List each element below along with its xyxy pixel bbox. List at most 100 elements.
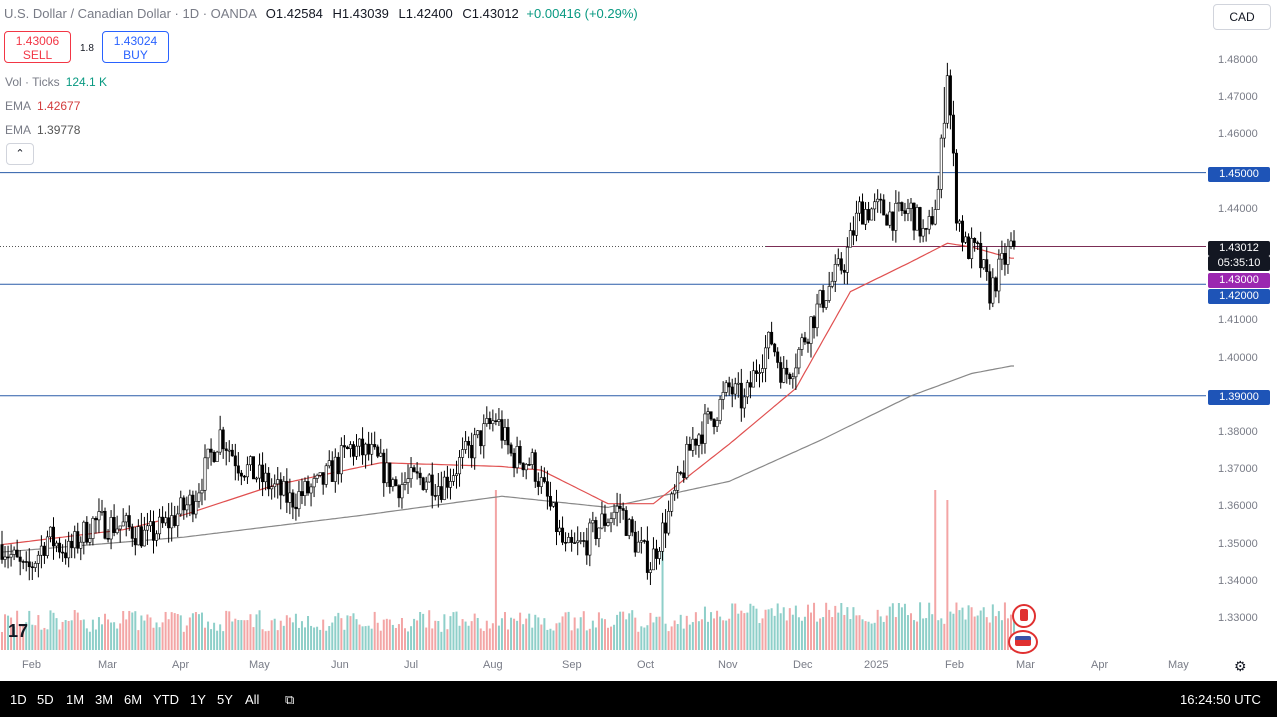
candle-body [573, 542, 577, 544]
volume-bar [361, 626, 364, 650]
candle-body [567, 537, 571, 544]
candle-body [782, 367, 786, 383]
candle-body [55, 542, 59, 547]
volume-bar [364, 626, 367, 650]
volume-bar [240, 620, 243, 650]
canada-flag-icon[interactable] [1012, 604, 1036, 628]
candle-body [324, 465, 328, 485]
candle-body [585, 540, 589, 556]
timeframe-ytd[interactable]: YTD [153, 692, 179, 707]
volume-bar [516, 620, 519, 650]
last-price-tag: 1.43012 [1208, 241, 1270, 256]
candle-body [200, 489, 204, 494]
candle-body [627, 519, 631, 536]
candle-body [661, 522, 665, 552]
volume-bar [413, 618, 416, 650]
volume-bar [579, 617, 582, 650]
candle-body [597, 527, 601, 540]
candle-body [658, 550, 662, 559]
volume-bar [746, 612, 749, 650]
candle-body [339, 445, 343, 475]
gear-icon[interactable]: ⚙ [1234, 658, 1247, 674]
volume-indicator[interactable]: Vol · Ticks 124.1 K [5, 75, 107, 89]
candle-body [45, 536, 49, 556]
candle-body [491, 420, 495, 425]
timeframe-1y[interactable]: 1Y [190, 692, 206, 707]
volume-bar [622, 611, 625, 650]
candle-body [18, 556, 22, 562]
volume-bar [855, 615, 858, 650]
timeframe-5y[interactable]: 5Y [217, 692, 233, 707]
candle-body [109, 517, 113, 540]
ema-fast-indicator[interactable]: EMA 1.42677 [5, 99, 80, 113]
volume-bar [249, 614, 252, 650]
timeframe-5d[interactable]: 5D [37, 692, 54, 707]
candle-body [230, 449, 234, 457]
sell-button[interactable]: 1.43006 SELL [4, 31, 71, 63]
volume-bar [282, 625, 285, 650]
volume-bar [43, 627, 46, 650]
volume-bar [952, 613, 955, 650]
candle-body [812, 316, 816, 329]
candle-body [894, 203, 898, 231]
candle-body [370, 444, 374, 455]
spread-value: 1.8 [80, 43, 94, 54]
volume-bar [1009, 614, 1012, 650]
volume-bar [567, 611, 570, 650]
sell-label: SELL [22, 48, 53, 62]
volume-bar [46, 629, 49, 650]
tradingview-logo[interactable]: 17 [8, 621, 29, 641]
candle-body [467, 441, 471, 446]
candle-body [973, 238, 977, 243]
volume-bar [982, 607, 985, 650]
buy-button[interactable]: 1.43024 BUY [102, 31, 169, 63]
volume-bar [231, 621, 234, 650]
ema-slow-value: 1.39778 [37, 123, 81, 137]
candle-body [36, 554, 40, 564]
volume-bar [110, 622, 113, 650]
volume-bar [40, 629, 43, 650]
candle-body [464, 441, 468, 450]
timeframe-1m[interactable]: 1M [66, 692, 85, 707]
time-tick-label: 2025 [864, 659, 889, 671]
currency-selector[interactable]: CAD [1213, 4, 1271, 30]
candle-body [888, 211, 892, 226]
candle-body [33, 563, 37, 568]
volume-bar [116, 628, 119, 650]
volume-bar [464, 621, 467, 650]
clock[interactable]: 16:24:50 UTC [1180, 692, 1261, 707]
volume-bar [519, 612, 522, 650]
volume-bar [419, 611, 422, 650]
timeframe-3m[interactable]: 3M [95, 692, 114, 707]
volume-bar [549, 628, 552, 650]
volume-bar [697, 621, 700, 650]
volume-bar [870, 623, 873, 650]
candle-body [330, 460, 334, 482]
volume-bar [82, 619, 85, 650]
volume-bar [388, 619, 391, 650]
candle-body [521, 462, 525, 471]
collapse-indicators-button[interactable]: ⌃ [6, 143, 34, 165]
candle-body [879, 198, 883, 201]
timeframe-6m[interactable]: 6M [124, 692, 143, 707]
volume-bar [628, 613, 631, 650]
candle-body [645, 540, 649, 573]
symbol-title[interactable]: U.S. Dollar / Canadian Dollar · 1D · OAN… [4, 6, 257, 21]
candle-body [794, 367, 798, 378]
candle-body [27, 561, 31, 568]
candle-body [854, 212, 858, 236]
volume-bar [410, 626, 413, 650]
timeframe-all[interactable]: All [245, 692, 260, 707]
candle-body [709, 411, 713, 420]
volume-bar [446, 629, 449, 650]
volume-bar [94, 629, 97, 650]
candle-body [197, 492, 201, 502]
volume-bar [104, 613, 107, 650]
candle-body [1012, 240, 1016, 247]
us-flag-icon[interactable] [1008, 630, 1038, 654]
ema-slow-indicator[interactable]: EMA 1.39778 [5, 123, 80, 137]
date-range-icon[interactable]: ⧉ [285, 692, 295, 707]
volume-bar [176, 614, 179, 650]
timeframe-1d[interactable]: 1D [10, 692, 27, 707]
